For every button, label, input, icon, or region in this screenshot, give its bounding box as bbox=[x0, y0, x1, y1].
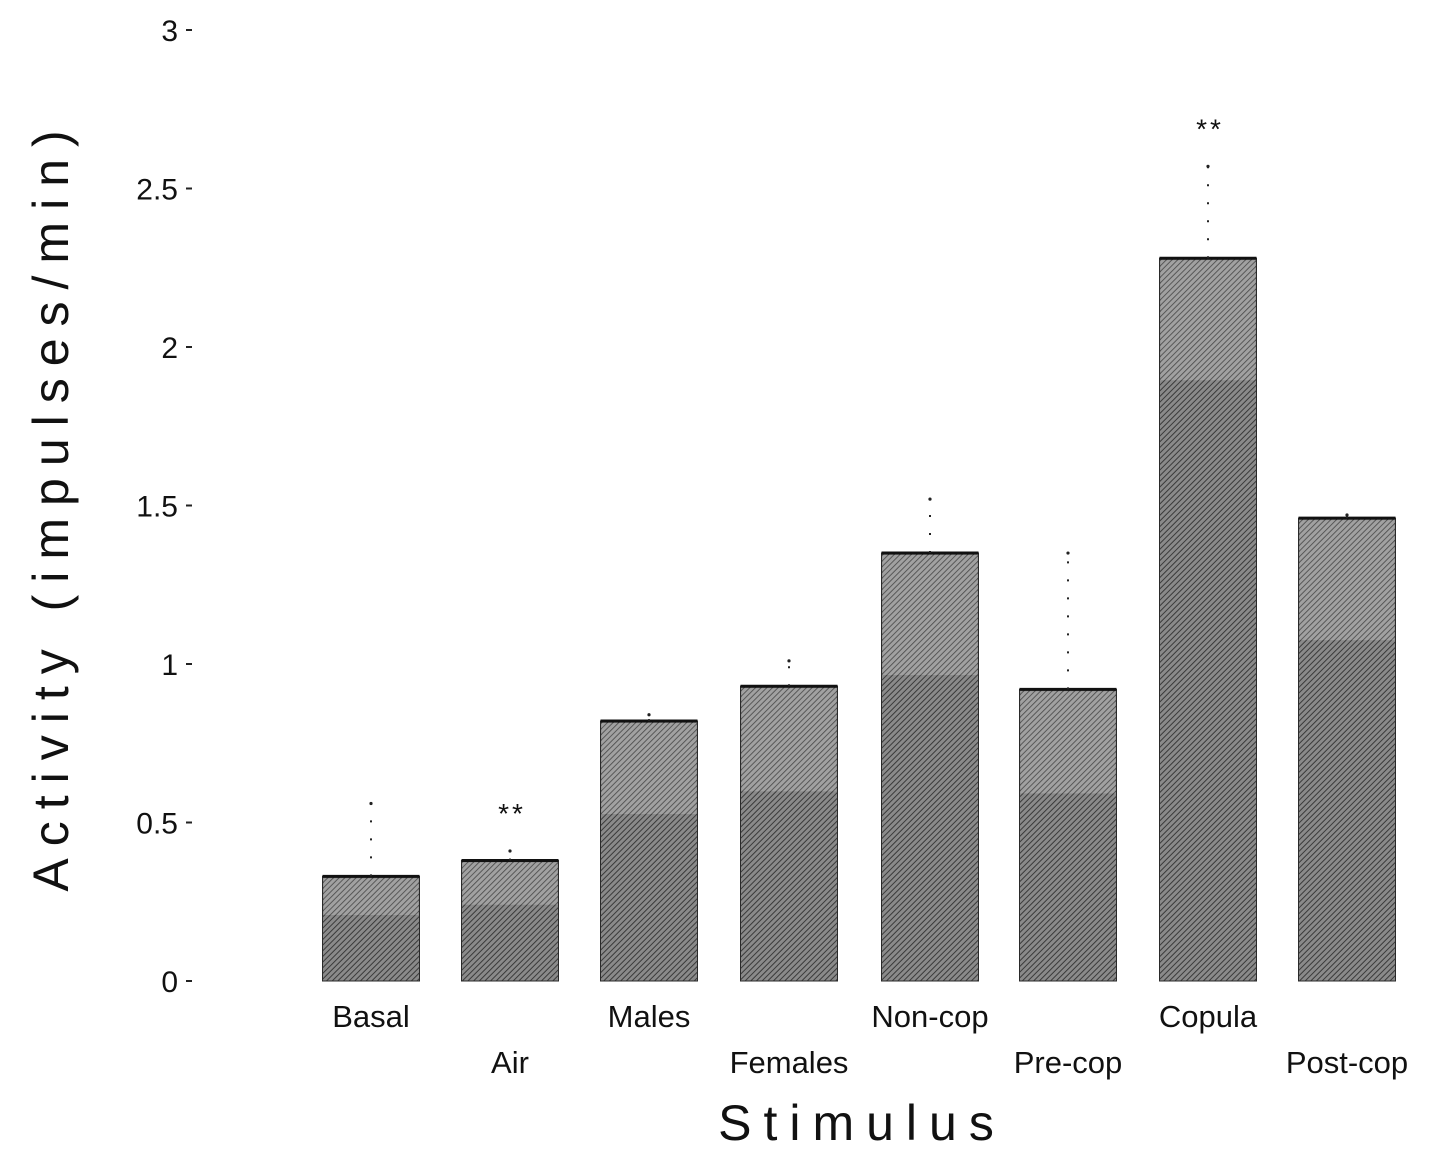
x-category-label: Post-cop bbox=[1286, 1045, 1408, 1080]
y-axis-title: Activity (impulses/min) bbox=[23, 118, 79, 891]
error-bar-cap bbox=[647, 713, 651, 717]
bar-texture bbox=[1160, 260, 1256, 381]
y-tick-label: 3 bbox=[161, 15, 178, 48]
y-tick-label: 0.5 bbox=[136, 808, 178, 841]
x-axis-categories: Basal Air Males Females Non-cop Pre-cop Copula… bbox=[332, 999, 1408, 1080]
error-bar-cap bbox=[928, 497, 932, 501]
bar-texture bbox=[462, 862, 558, 905]
x-category-label: Non-cop bbox=[871, 999, 988, 1034]
y-tick-label: 1.5 bbox=[136, 491, 178, 524]
bar-texture bbox=[323, 878, 419, 916]
x-category-label: Air bbox=[491, 1045, 529, 1080]
bar-texture bbox=[741, 688, 837, 792]
significance-marker: ** bbox=[498, 798, 526, 829]
error-bar-cap bbox=[1066, 551, 1070, 555]
bars-group bbox=[322, 256, 1396, 982]
y-tick-label: 0 bbox=[161, 966, 178, 999]
error-bar-cap bbox=[508, 849, 512, 853]
x-category-label: Basal bbox=[332, 999, 410, 1034]
error-bar-cap bbox=[1206, 164, 1210, 168]
error-bar-cap bbox=[1345, 513, 1349, 517]
x-axis-title: Stimulus bbox=[718, 1095, 1006, 1151]
error-bar-cap bbox=[787, 659, 791, 663]
significance-group: ** ** bbox=[498, 113, 1224, 829]
x-category-label: Males bbox=[608, 999, 691, 1034]
y-axis: 0 0.5 1 1.5 2 2.5 3 bbox=[136, 15, 192, 999]
error-bar-cap bbox=[369, 801, 373, 806]
y-tick-label: 2.5 bbox=[136, 174, 178, 207]
x-category-label: Copula bbox=[1159, 999, 1258, 1034]
bar-texture bbox=[1020, 691, 1116, 794]
x-category-label: Females bbox=[730, 1045, 849, 1080]
x-category-label: Pre-cop bbox=[1014, 1045, 1123, 1080]
y-tick-label: 1 bbox=[161, 649, 178, 682]
bar-texture bbox=[601, 723, 697, 815]
bar-texture bbox=[1299, 520, 1395, 641]
y-tick-label: 2 bbox=[161, 332, 178, 365]
error-bars-group bbox=[369, 164, 1349, 877]
bar-texture bbox=[882, 555, 978, 676]
significance-marker: ** bbox=[1196, 113, 1224, 144]
